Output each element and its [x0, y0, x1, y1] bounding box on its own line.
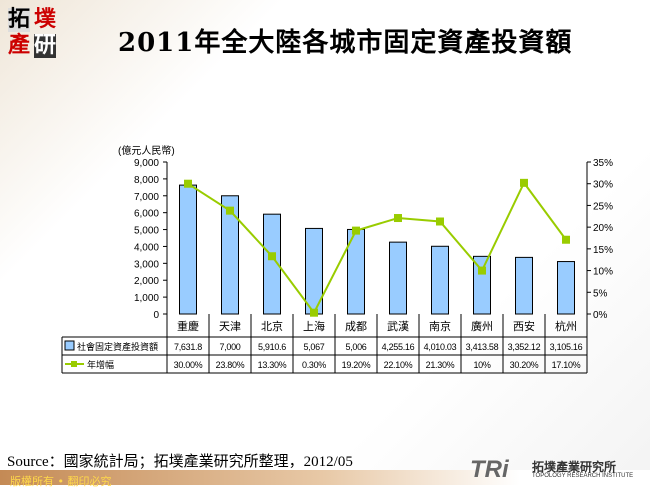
growth-point — [394, 214, 402, 223]
left-tick-label: 7,000 — [134, 192, 159, 203]
category-label: 武漢 — [387, 320, 409, 333]
bar-value-label: 4,010.03 — [424, 342, 457, 352]
source-note: Source：國家統計局；拓墣產業研究所整理，2012/05 — [7, 454, 353, 470]
bar-value-label: 3,413.58 — [466, 342, 499, 352]
logo-char: 拓 — [8, 7, 31, 32]
bar-value-label: 5,006 — [345, 342, 366, 352]
left-tick-label: 5,000 — [134, 226, 159, 237]
right-tick-label: 0% — [593, 310, 608, 321]
category-label: 天津 — [219, 320, 241, 333]
growth-value-label: 10% — [473, 360, 490, 370]
brand-en: TOPOLOGY RESEARCH INSTITUTE — [532, 473, 634, 479]
logo: 拓 墣 產 研 — [8, 8, 60, 60]
bar — [431, 245, 449, 315]
growth-point — [226, 206, 234, 215]
growth-point — [184, 179, 192, 188]
bar — [221, 195, 239, 315]
brand-logo: TRi 拓墣產業研究所 TOPOLOGY RESEARCH INSTITUTE — [470, 456, 633, 484]
bar — [263, 213, 281, 315]
left-tick-label: 1,000 — [134, 293, 159, 304]
growth-value-label: 19.20% — [342, 360, 371, 370]
bar — [557, 261, 575, 315]
bar-value-label: 4,255.16 — [382, 342, 415, 352]
growth-point — [436, 217, 444, 226]
growth-point — [520, 178, 528, 187]
logo-char: 產 — [8, 33, 31, 58]
right-tick-label: 20% — [593, 223, 613, 234]
growth-point — [310, 308, 318, 317]
brand-name: 拓墣產業研究所 — [532, 460, 617, 474]
growth-value-label: 0.30% — [302, 360, 326, 370]
bar — [179, 184, 197, 315]
right-tick-label: 35% — [593, 158, 613, 169]
brand-mark: TRi — [470, 456, 509, 483]
right-tick-label: 25% — [593, 201, 613, 212]
logo-char: 研 — [34, 33, 57, 58]
growth-value-label: 30.00% — [174, 360, 203, 370]
left-tick-label: 6,000 — [134, 209, 159, 220]
bar-value-label: 7,631.8 — [174, 342, 202, 352]
growth-value-label: 17.10% — [552, 360, 581, 370]
growth-value-label: 30.20% — [510, 360, 539, 370]
bar-value-label: 3,352.12 — [508, 342, 541, 352]
bar-value-label: 3,105.16 — [550, 342, 583, 352]
unit-label: (億元人民幣) — [118, 144, 175, 157]
right-tick-label: 10% — [593, 267, 613, 278]
logo-char: 墣 — [34, 7, 57, 32]
bar-value-label: 5,067 — [303, 342, 324, 352]
legend-bar-swatch — [64, 340, 75, 351]
bar — [473, 255, 491, 315]
growth-point — [352, 226, 360, 235]
left-tick-label: 8,000 — [134, 175, 159, 186]
growth-point — [562, 235, 570, 244]
legend-bar-label: 社會固定資產投資額 — [77, 341, 158, 352]
right-tick-label: 30% — [593, 180, 613, 191]
category-label: 重慶 — [177, 319, 199, 333]
category-label: 西安 — [513, 319, 535, 333]
bar-value-label: 7,000 — [219, 342, 240, 352]
left-tick-label: 9,000 — [134, 158, 159, 169]
right-tick-label: 15% — [593, 245, 613, 256]
growth-value-label: 21.30% — [426, 360, 455, 370]
category-label: 杭州 — [555, 319, 577, 333]
growth-point — [268, 252, 276, 261]
legend-line-marker — [71, 361, 77, 367]
growth-value-label: 13.30% — [258, 360, 287, 370]
growth-value-label: 22.10% — [384, 360, 413, 370]
category-label: 南京 — [429, 319, 451, 333]
category-label: 成都 — [345, 320, 367, 333]
legend-line-label: 年增幅 — [87, 359, 114, 370]
left-tick-label: 4,000 — [134, 242, 159, 253]
bar-value-label: 5,910.6 — [258, 342, 286, 352]
category-label: 上海 — [303, 319, 325, 333]
copyright: 版權所有 • 翻印必究 — [10, 475, 112, 488]
category-label: 北京 — [261, 319, 283, 333]
growth-point — [478, 266, 486, 275]
left-tick-label: 0 — [153, 310, 159, 321]
left-tick-label: 3,000 — [134, 259, 159, 270]
bar — [515, 256, 533, 315]
growth-line — [187, 180, 567, 315]
bar — [389, 241, 407, 315]
page-title: 2011年全大陸各城市固定資產投資額 — [118, 28, 573, 58]
left-tick-label: 2,000 — [134, 276, 159, 287]
right-tick-label: 5% — [593, 288, 608, 299]
growth-value-label: 23.80% — [216, 360, 245, 370]
category-label: 廣州 — [471, 319, 493, 333]
